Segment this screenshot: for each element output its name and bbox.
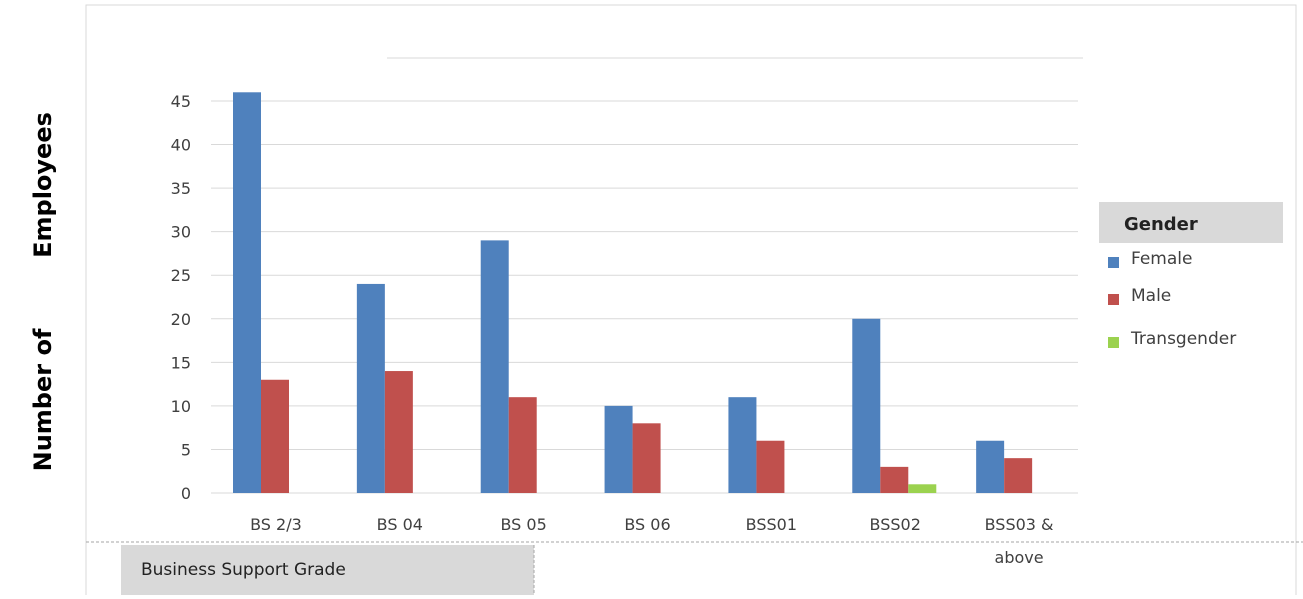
legend-title-button[interactable]: Gender (1099, 202, 1283, 243)
y-tick-label: 15 (171, 353, 191, 372)
y-tick-label: 0 (181, 484, 191, 503)
y-tick-label: 10 (171, 397, 191, 416)
y-axis-label-line2: Employees (29, 112, 57, 258)
bar-male-0 (261, 379, 289, 493)
y-axis-label-line1: Number of (29, 328, 57, 471)
legend-label-transgender: Transgender (1130, 329, 1236, 349)
gridlines (211, 100, 1078, 494)
x-axis-field-button[interactable]: Business Support Grade (121, 545, 535, 595)
y-tick-label: 45 (171, 92, 191, 111)
legend-title: Gender (1124, 214, 1198, 235)
legend-items: Female Male Transgender (1108, 249, 1236, 349)
bar-male-6 (1004, 458, 1033, 493)
legend-swatch-transgender (1108, 337, 1119, 348)
bar-female-3 (604, 405, 633, 493)
legend-label-male: Male (1131, 286, 1171, 306)
bar-male-5 (880, 466, 909, 493)
x-axis-ticks: BS 2/3 BS 04 BS 05 BS 06 BSS01 BSS02 BSS03 & ab… (250, 515, 1053, 567)
x-tick-label: BS 06 (624, 515, 670, 534)
bar-female-4 (728, 397, 757, 493)
y-axis-label: Number of Employees (29, 112, 57, 471)
x-tick-label: BSS01 (746, 515, 797, 534)
y-tick-label: 5 (181, 440, 191, 459)
y-tick-label: 30 (171, 223, 191, 242)
bar-transgender-5 (908, 484, 937, 493)
legend-label-female: Female (1131, 249, 1192, 269)
y-axis-ticks: 0 5 10 15 20 25 30 35 40 45 (171, 92, 191, 503)
bar-female-5 (852, 318, 881, 493)
bar-male-1 (384, 371, 413, 493)
bar-female-0 (233, 92, 261, 494)
legend-title-bg (1099, 202, 1283, 243)
bar-female-2 (480, 240, 509, 493)
bar-male-2 (508, 397, 537, 493)
x-tick-label: BS 2/3 (250, 515, 302, 534)
x-tick-label: BS 04 (377, 515, 423, 534)
y-tick-label: 40 (171, 136, 191, 155)
x-tick-label: BSS03 & above (985, 515, 1054, 567)
bar-female-6 (976, 440, 1005, 493)
x-tick-label: BS 05 (500, 515, 546, 534)
bars (233, 92, 1033, 494)
chart-frame (85, 4, 1297, 599)
legend: Gender Female Male Transgender (1099, 202, 1283, 349)
y-tick-label: 20 (171, 310, 191, 329)
x-tick-label: BSS02 (870, 515, 921, 534)
y-tick-label: 35 (171, 179, 191, 198)
bar-male-3 (632, 423, 661, 493)
x-axis-label: Business Support Grade (141, 560, 346, 580)
legend-swatch-female (1108, 257, 1119, 268)
x-axis-field-bg (121, 545, 534, 595)
bar-female-1 (356, 283, 385, 493)
y-tick-label: 25 (171, 266, 191, 285)
bar-male-4 (756, 440, 785, 493)
legend-swatch-male (1108, 294, 1119, 305)
